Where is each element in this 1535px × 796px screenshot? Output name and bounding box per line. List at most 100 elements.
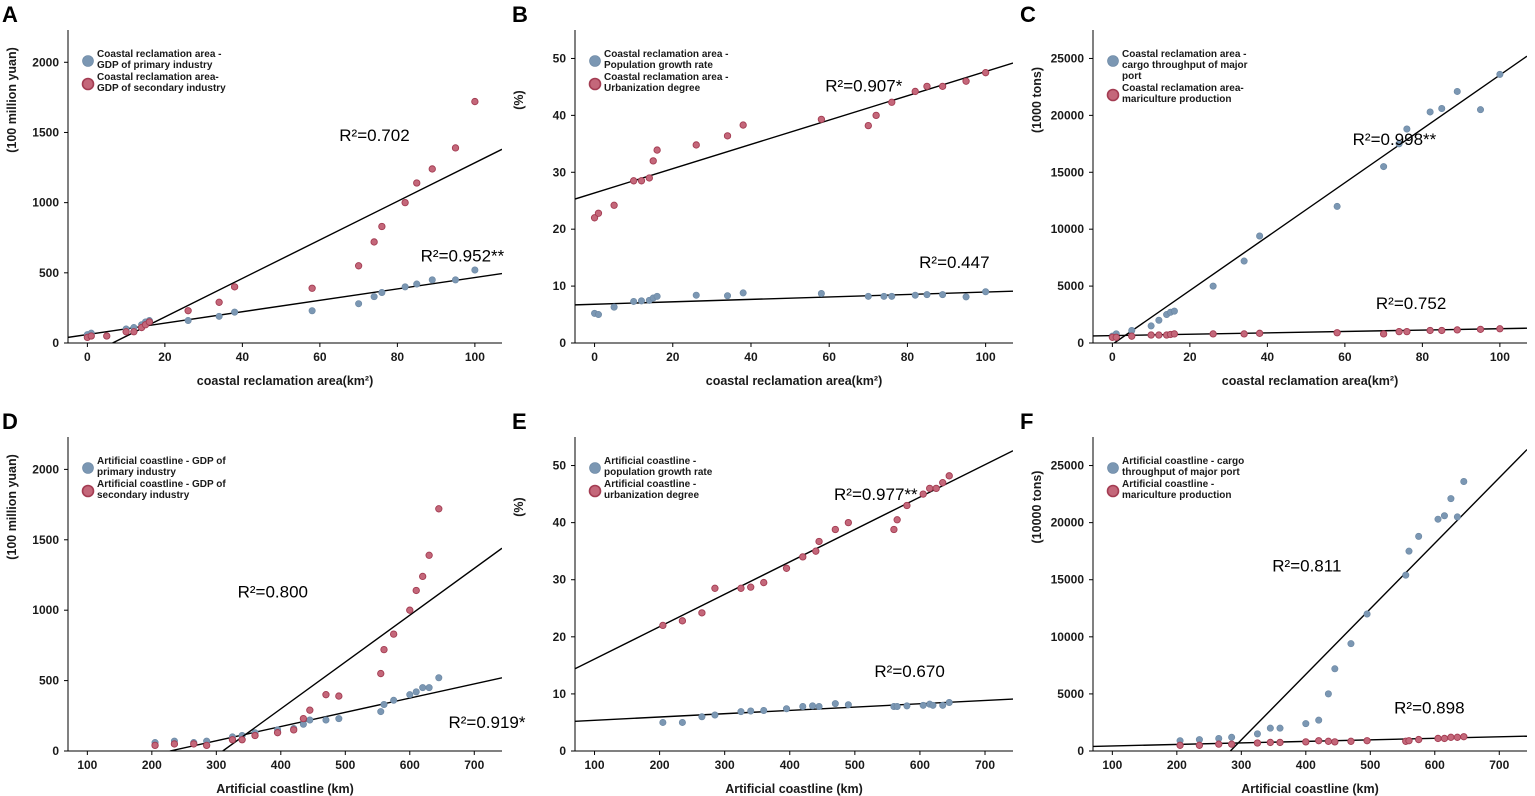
y-tick-label: 20000 — [1051, 108, 1085, 122]
r-squared-label: R²=0.898 — [1394, 698, 1464, 717]
data-point-series-2 — [864, 121, 872, 130]
data-point-series-2 — [228, 736, 237, 744]
y-tick-label: 500 — [39, 674, 59, 688]
data-point-series-2 — [215, 298, 223, 306]
x-tick-label: 400 — [1296, 758, 1316, 772]
data-point-series-2 — [903, 501, 911, 510]
x-axis-label: Artificial coastline (km) — [216, 782, 354, 796]
data-point-series-2 — [308, 284, 316, 292]
data-point-series-2 — [1302, 738, 1310, 746]
x-tick-label: 20 — [1183, 350, 1197, 364]
legend-label-series-1: Coastal reclamation area -cargo throughp… — [1122, 49, 1248, 82]
legend-marker-series-2 — [81, 77, 95, 91]
panel-letter: B — [512, 2, 528, 27]
legend: Artificial coastline -population growth … — [588, 456, 713, 501]
data-point-series-2 — [890, 525, 898, 534]
x-tick-label: 100 — [77, 758, 97, 772]
fit-line-series-1 — [169, 677, 502, 751]
data-point-series-1 — [308, 307, 316, 315]
y-tick-label: 5000 — [1057, 687, 1084, 701]
data-point-series-2 — [377, 669, 385, 678]
data-point-series-2 — [1195, 741, 1204, 749]
data-point-series-1 — [306, 716, 314, 724]
legend-marker-series-2 — [588, 484, 602, 498]
data-point-series-2 — [844, 518, 852, 527]
legend-marker-series-2 — [1106, 484, 1120, 498]
data-point-series-2 — [1403, 327, 1411, 336]
legend-marker-series-1 — [1107, 55, 1119, 67]
data-point-series-1 — [412, 688, 420, 696]
x-tick-label: 20 — [666, 350, 680, 364]
y-tick-label: 0 — [1077, 744, 1084, 758]
data-point-series-2 — [122, 328, 130, 336]
chart-panel-e: E 0 10 20 30 40 50 100 200 300 400 500 600 700 Artific… — [512, 409, 1013, 796]
legend-marker-series-1 — [589, 462, 601, 474]
x-tick-label: 600 — [400, 758, 420, 772]
data-point-series-2 — [412, 586, 420, 595]
data-point-series-2 — [1176, 741, 1184, 749]
data-point-series-2 — [678, 617, 687, 625]
chart-panel-b: B 0 10 20 30 40 50 0 20 40 60 80 100 coastal reclamat… — [512, 2, 1013, 388]
data-point-series-2 — [335, 692, 343, 700]
data-point-series-1 — [815, 702, 823, 710]
legend: Coastal reclamation area -GDP of primary… — [81, 49, 226, 94]
data-point-series-2 — [1155, 331, 1163, 339]
data-point-series-2 — [782, 564, 791, 572]
data-point-series-1 — [390, 696, 398, 704]
data-point-series-1 — [1155, 316, 1163, 324]
y-tick-label: 2000 — [32, 462, 59, 476]
data-point-series-1 — [880, 292, 888, 300]
data-point-series-1 — [1453, 87, 1461, 95]
data-point-series-2 — [471, 97, 479, 106]
panel-letter: F — [1020, 409, 1033, 434]
data-point-series-1 — [893, 702, 901, 710]
data-point-series-1 — [428, 276, 436, 284]
data-point-series-2 — [911, 87, 919, 96]
data-point-series-2 — [653, 146, 661, 154]
data-point-series-1 — [1496, 70, 1504, 78]
y-tick-label: 0 — [559, 336, 566, 350]
data-point-series-1 — [724, 292, 732, 300]
data-point-series-2 — [1331, 738, 1339, 746]
data-point-series-2 — [1147, 331, 1155, 339]
x-tick-label: 200 — [1167, 758, 1187, 772]
x-tick-label: 100 — [976, 350, 996, 364]
data-point-series-1 — [1170, 307, 1178, 315]
data-point-series-2 — [799, 553, 807, 561]
fit-line-series-2 — [222, 547, 502, 751]
data-point-series-2 — [435, 505, 443, 513]
data-point-series-1 — [698, 713, 706, 721]
x-tick-label: 80 — [901, 350, 915, 364]
data-point-series-2 — [1453, 326, 1461, 334]
data-point-series-1 — [419, 684, 427, 692]
r-squared-label: R²=0.998** — [1353, 130, 1437, 149]
data-point-series-1 — [929, 701, 937, 709]
x-axis-label: coastal reclamation area(km²) — [197, 374, 373, 388]
data-point-series-1 — [1438, 105, 1446, 113]
data-point-series-2 — [419, 572, 427, 581]
x-tick-label: 300 — [715, 758, 735, 772]
data-point-series-1 — [355, 300, 363, 308]
x-tick-label: 60 — [1338, 350, 1352, 364]
y-tick-label: 40 — [553, 108, 567, 122]
legend: Artificial coastline - GDP of primary ind… — [81, 456, 226, 501]
data-point-series-2 — [251, 731, 259, 740]
data-point-series-2 — [815, 537, 823, 546]
y-axis-label: (1000 tons) — [1030, 67, 1044, 133]
data-point-series-1 — [809, 702, 817, 710]
data-point-series-1 — [594, 311, 602, 319]
y-tick-label: 500 — [39, 266, 59, 280]
x-axis-label: Artificial coastline (km) — [725, 782, 863, 796]
data-point-series-2 — [831, 525, 839, 534]
legend-label-series-1: Artificial coastline - cargo throughput o… — [1122, 456, 1244, 478]
x-tick-label: 300 — [206, 758, 226, 772]
x-tick-label: 0 — [1109, 350, 1116, 364]
data-point-series-1 — [747, 707, 755, 715]
data-point-series-1 — [1253, 730, 1261, 738]
data-point-series-2 — [380, 645, 388, 654]
x-axis-label: coastal reclamation area(km²) — [706, 374, 882, 388]
data-point-series-2 — [630, 177, 638, 185]
data-point-series-2 — [1395, 327, 1403, 336]
data-point-series-2 — [1440, 734, 1449, 743]
